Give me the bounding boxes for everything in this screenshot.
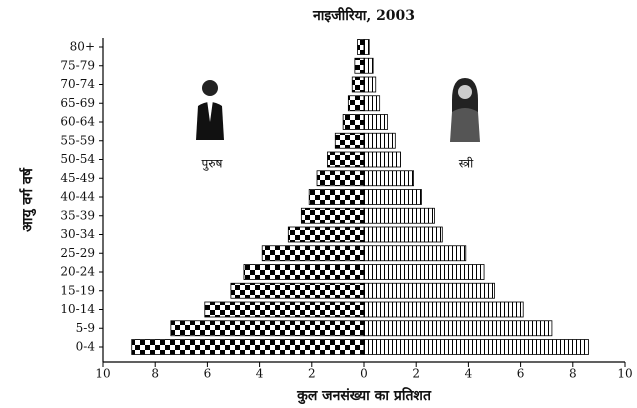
bar [357, 40, 364, 55]
x-tick-label: 10 [617, 367, 632, 381]
bar [352, 77, 364, 92]
x-tick-label: 2 [308, 367, 316, 381]
x-tick-label: 10 [95, 367, 110, 381]
x-tick-label: 6 [517, 367, 525, 381]
bar [364, 302, 523, 317]
y-tick-label: 55-59 [60, 133, 95, 147]
bar [132, 340, 364, 355]
bar [244, 265, 364, 280]
bar [343, 115, 364, 130]
y-tick-label: 45-49 [60, 171, 95, 185]
bar [364, 265, 484, 280]
x-tick-label: 8 [569, 367, 577, 381]
y-tick-label: 35-39 [60, 208, 95, 222]
bar [231, 283, 364, 298]
y-tick-label: 30-34 [60, 227, 95, 241]
bar [364, 190, 421, 205]
bar [364, 171, 414, 186]
bar [364, 133, 395, 148]
bar [364, 340, 588, 355]
bar [364, 152, 401, 167]
x-axis-title: कुल जनसंख्या का प्रतिशत [296, 387, 432, 405]
bar [364, 246, 466, 261]
bar [355, 58, 364, 73]
y-tick-label: 20-24 [60, 265, 95, 279]
bar [327, 152, 364, 167]
bar [335, 133, 364, 148]
y-tick-label: 75-79 [60, 58, 95, 72]
bar [288, 227, 364, 242]
y-axis-title: आयु वर्ग वर्ष [19, 167, 37, 232]
bar [364, 40, 369, 55]
bar [205, 302, 364, 317]
bar [317, 171, 364, 186]
x-tick-label: 4 [465, 367, 473, 381]
y-tick-label: 50-54 [60, 152, 95, 166]
y-tick-label: 40-44 [60, 190, 95, 204]
bar [171, 321, 364, 336]
x-tick-label: 4 [256, 367, 264, 381]
x-tick-label: 2 [412, 367, 420, 381]
x-tick-label: 0 [360, 367, 368, 381]
y-tick-label: 5-9 [76, 321, 95, 335]
bar [364, 227, 442, 242]
bar [348, 96, 364, 111]
female-icon [450, 78, 480, 142]
bar [364, 58, 373, 73]
bar [364, 115, 387, 130]
bar [364, 96, 380, 111]
y-tick-label: 60-64 [60, 115, 95, 129]
legend-label: स्त्री [459, 157, 474, 171]
x-tick-label: 8 [151, 367, 159, 381]
bar [364, 321, 552, 336]
y-tick-label: 65-69 [60, 96, 95, 110]
bar [364, 208, 434, 223]
y-tick-label: 0-4 [76, 340, 96, 354]
x-tick-label: 6 [204, 367, 212, 381]
y-tick-label: 25-29 [60, 246, 95, 260]
bar [364, 77, 376, 92]
bar [262, 246, 364, 261]
y-tick-label: 15-19 [60, 283, 95, 297]
bar [364, 283, 495, 298]
legend-label: पुरुष [202, 157, 224, 172]
y-tick-label: 70-74 [60, 77, 95, 91]
bar [309, 190, 364, 205]
bar [301, 208, 364, 223]
chart: नाइजीरिया, 2003 कुल जनसंख्या का प्रतिशत … [0, 0, 637, 408]
y-tick-label: 80+ [70, 40, 95, 54]
male-icon [196, 80, 224, 140]
chart-title: नाइजीरिया, 2003 [312, 7, 415, 24]
y-tick-label: 10-14 [60, 302, 95, 316]
